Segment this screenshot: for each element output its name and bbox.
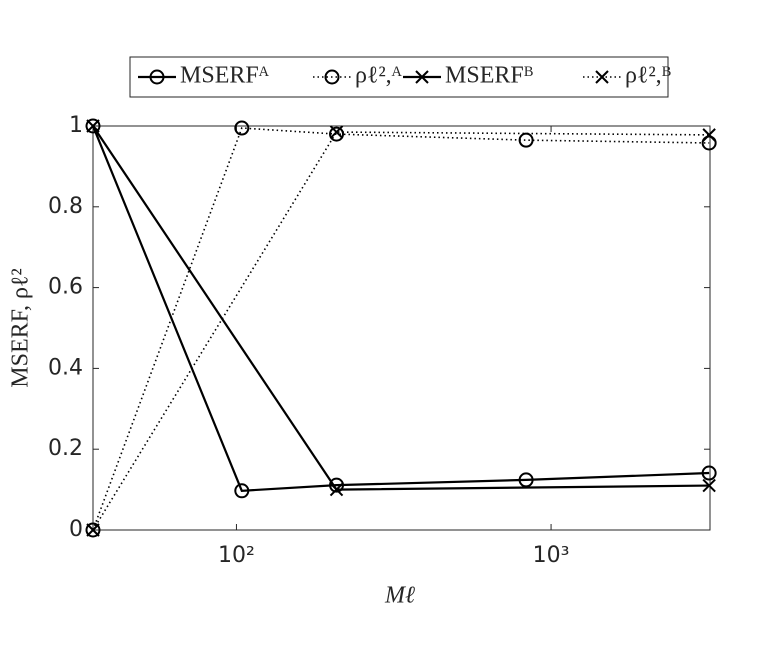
marker [86,523,100,537]
marker-stroke [415,70,429,84]
marker [149,69,165,85]
y-tick-label: 0.2 [48,436,83,461]
series-line [91,125,710,492]
series-line [92,125,710,491]
marker [702,478,716,493]
marker [415,70,429,84]
y-tick-label: 0.8 [48,194,83,219]
marker-stroke [86,523,100,537]
marker [329,126,345,142]
legend-label: ρℓ²,ᴮ [625,63,672,89]
plot-frame [92,125,711,531]
marker [595,70,609,84]
marker [234,483,250,499]
y-tick-label: 0 [69,517,83,542]
marker [324,69,340,85]
y-tick-label: 1 [69,113,83,138]
marker-stroke [86,119,100,133]
legend-box [129,56,669,98]
legend-label: MSERFᴬ [180,63,270,89]
marker [234,120,250,136]
legend-label: ρℓ²,ᴬ [355,63,403,89]
y-axis-label: MSERF, ρℓ² [8,268,34,387]
x-axis-label: Mℓ [384,583,415,609]
marker [702,128,716,142]
marker-stroke [329,125,344,139]
legend-label: MSERFᴮ [445,63,534,89]
marker [85,522,101,538]
marker-stroke [702,478,716,493]
marker [701,465,717,481]
marker [329,482,344,497]
marker [701,135,717,151]
marker-stroke [329,482,344,497]
series-line [92,131,710,531]
marker-stroke [702,128,716,142]
marker [518,132,534,148]
marker [86,119,100,133]
marker [329,477,345,493]
x-tick-label: 10² [218,543,255,568]
marker [85,118,101,134]
x-tick-label: 10³ [533,543,570,568]
y-tick-label: 0.6 [48,275,83,300]
series-line [92,127,710,531]
marker-stroke [595,70,609,84]
marker [518,472,534,488]
marker [329,125,344,139]
y-tick-label: 0.4 [48,355,83,380]
